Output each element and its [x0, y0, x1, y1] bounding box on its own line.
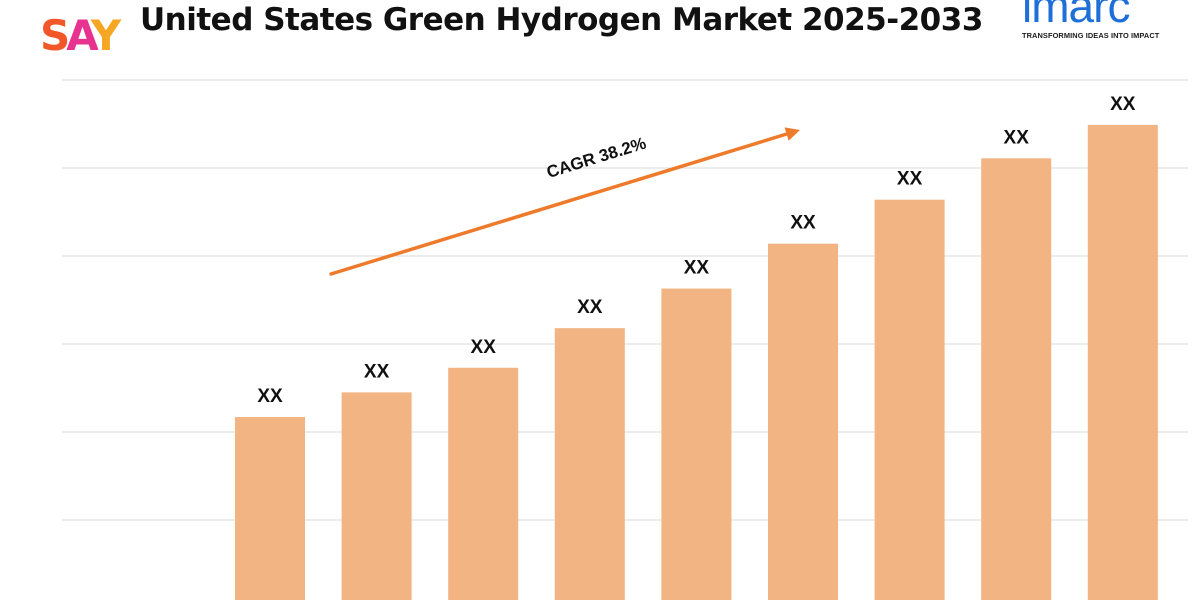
- bar: [661, 288, 732, 600]
- bar-data-label: XX: [897, 169, 923, 190]
- bar-data-label: XX: [1004, 127, 1030, 148]
- bar: [235, 417, 305, 600]
- bar: [874, 199, 945, 600]
- bar: [768, 243, 838, 600]
- cagr-arrow-line: [329, 131, 792, 276]
- imarc-logo: imarc TRANSFORMING IDEAS INTO IMPACT: [1005, 0, 1195, 46]
- imarc-logo-wordmark: imarc: [1022, 0, 1130, 32]
- bar-data-label: XX: [790, 213, 816, 234]
- imarc-tagline: TRANSFORMING IDEAS INTO IMPACT: [1022, 31, 1160, 40]
- bar-data-label: XX: [364, 361, 390, 382]
- bar-data-label: XX: [684, 258, 710, 279]
- say-logo: SAY: [40, 8, 121, 64]
- bar-data-label: XX: [471, 337, 497, 358]
- bar-data-label: XX: [1110, 94, 1136, 115]
- cagr-label: CAGR 38.2%: [544, 134, 648, 182]
- bar: [1087, 124, 1158, 600]
- data-labels: XX XX XX XX XX XX XX XX XX: [257, 94, 1135, 407]
- say-logo-y: Y: [90, 11, 121, 60]
- cagr-annotation: CAGR 38.2%: [329, 127, 800, 276]
- bar-data-label: XX: [577, 297, 603, 318]
- bars: [235, 124, 1158, 600]
- bar: [448, 367, 519, 600]
- bar: [554, 328, 625, 600]
- bar: [981, 158, 1052, 600]
- say-logo-s: S: [40, 11, 70, 60]
- bar: [341, 392, 412, 600]
- bar-data-label: XX: [257, 386, 283, 407]
- cagr-arrow-head: [784, 127, 800, 141]
- say-logo-a: A: [66, 11, 94, 60]
- chart-title: United States Green Hydrogen Market 2025…: [140, 2, 983, 38]
